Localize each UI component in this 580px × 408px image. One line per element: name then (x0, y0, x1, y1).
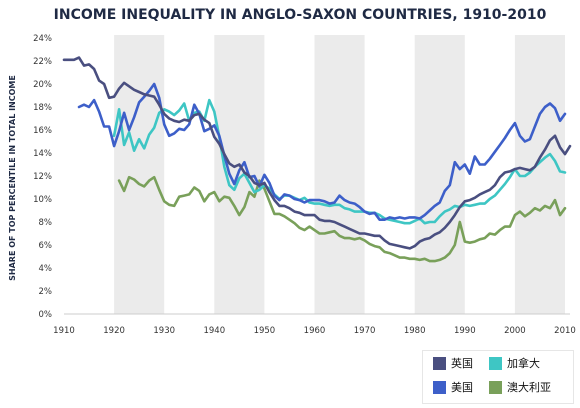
y-tick-label: 8% (39, 218, 53, 228)
x-tick-label: 1990 (454, 326, 476, 336)
decade-band-1 (214, 35, 265, 314)
x-tick-label: 2000 (504, 326, 526, 336)
legend-label-australia: 澳大利亚 (507, 381, 551, 394)
series-lines (62, 56, 572, 263)
x-tick-label: 1950 (254, 326, 276, 336)
series-line-0 (62, 56, 572, 250)
x-tick-label: 1930 (153, 326, 175, 336)
decade-bands (114, 35, 565, 314)
decade-band-4 (514, 35, 565, 314)
decade-band-2 (314, 35, 365, 314)
y-tick-label: 4% (39, 264, 53, 274)
y-tick-label: 10% (33, 195, 52, 205)
x-tick-label: 1920 (103, 326, 125, 336)
chart-title: INCOME INEQUALITY IN ANGLO-SAXON COUNTRI… (54, 7, 547, 23)
y-tick-label: 12% (33, 172, 52, 182)
x-tick-label: 1960 (304, 326, 326, 336)
legend-label-uk: 英国 (451, 357, 473, 370)
legend-swatch-canada (489, 356, 502, 370)
x-tick-label: 1980 (404, 326, 426, 336)
y-tick-labels: 0% 2% 4% 6% 8% 10% 12% 14% 16% 18% 20% 22% 24% (33, 34, 52, 320)
y-tick-label: 18% (33, 103, 52, 113)
legend-item-canada: 加拿大 (489, 355, 540, 371)
y-tick-label: 0% (39, 310, 53, 320)
y-axis-label: SHARE OF TOP PERCENTILE IN TOTAL INCOME (8, 75, 17, 281)
x-tick-label: 2010 (554, 326, 576, 336)
series-line-3 (117, 175, 567, 263)
x-tick-label: 1910 (53, 326, 75, 336)
decade-band-0 (114, 35, 165, 314)
legend-label-canada: 加拿大 (507, 357, 540, 370)
x-tick-labels: 1910 1920 1930 1940 1950 1960 1970 1980 1990 2000… (53, 326, 576, 336)
legend-label-usa: 美国 (451, 381, 473, 394)
y-tick-label: 6% (39, 241, 53, 251)
y-tick-label: 20% (33, 80, 52, 90)
legend-swatch-australia (489, 380, 502, 394)
legend-item-uk: 英国 (433, 355, 473, 371)
legend-swatch-uk (433, 356, 446, 370)
decade-band-3 (414, 35, 465, 314)
y-tick-label: 22% (33, 57, 52, 67)
y-tick-label: 2% (39, 287, 53, 297)
legend-swatch-usa (433, 380, 446, 394)
y-tick-label: 14% (33, 149, 52, 159)
legend-item-australia: 澳大利亚 (489, 379, 551, 395)
y-tick-label: 16% (33, 126, 52, 136)
x-tick-label: 1940 (203, 326, 225, 336)
legend-item-usa: 美国 (433, 379, 473, 395)
series-line-1 (77, 82, 567, 221)
x-tick-label: 1970 (354, 326, 376, 336)
y-tick-label: 24% (33, 34, 52, 44)
legend: 英国 加拿大 美国 澳大利亚 (422, 350, 574, 404)
